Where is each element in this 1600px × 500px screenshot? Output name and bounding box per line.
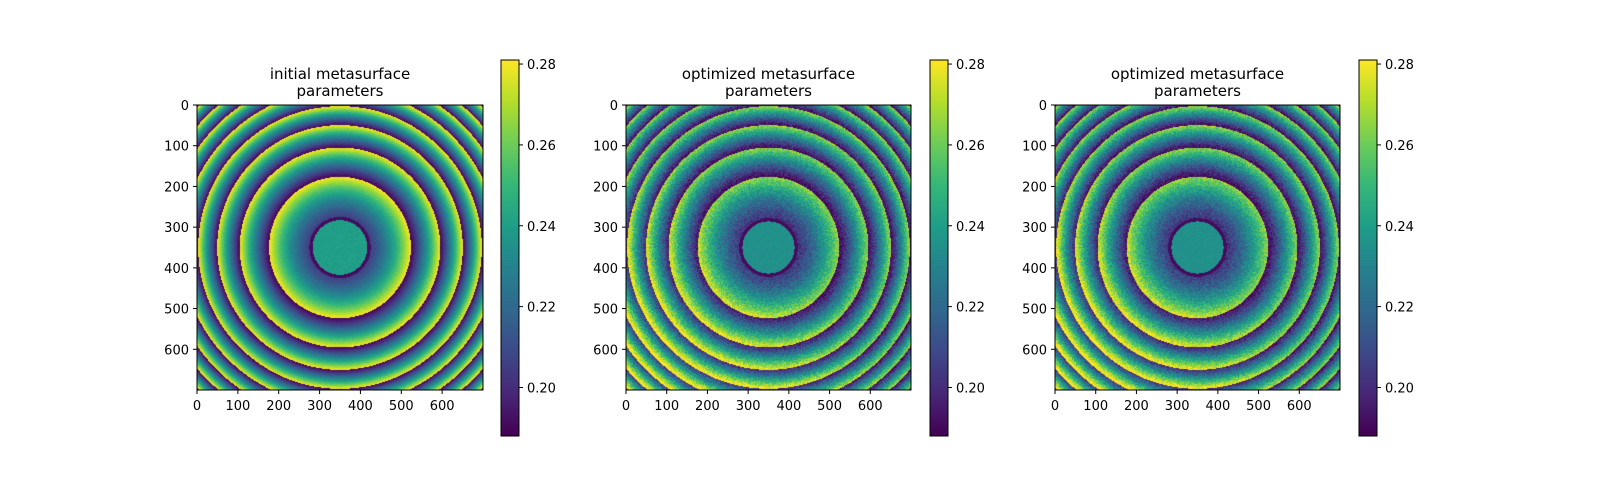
y-tick-label: 400 <box>164 262 189 277</box>
x-tick-label: 600 <box>1287 399 1312 414</box>
x-tick-label: 300 <box>736 399 761 414</box>
y-tick-label: 300 <box>1022 221 1047 236</box>
x-tick-label: 200 <box>695 399 720 414</box>
panel-title: optimized metasurface <box>1111 65 1284 83</box>
colorbar-tick-label: 0.26 <box>527 139 556 154</box>
y-tick-label: 400 <box>1022 262 1047 277</box>
panel-title: initial metasurface <box>270 65 410 83</box>
panel-title: optimized metasurface <box>682 65 855 83</box>
colorbar-tick-label: 0.28 <box>956 58 985 73</box>
colorbar-frame <box>1358 59 1378 437</box>
colorbar-tick-label: 0.26 <box>956 139 985 154</box>
y-tick-label: 600 <box>593 343 618 358</box>
x-tick-label: 0 <box>622 399 630 414</box>
colorbar-tick-label: 0.22 <box>956 301 985 316</box>
colorbar-tick-label: 0.26 <box>1385 139 1414 154</box>
colorbar-tick-label: 0.28 <box>1385 58 1414 73</box>
x-tick-label: 200 <box>266 399 291 414</box>
axes-frame <box>625 104 912 391</box>
x-tick-label: 0 <box>1051 399 1059 414</box>
colorbar-tick-label: 0.20 <box>956 381 985 396</box>
x-tick-label: 600 <box>430 399 455 414</box>
colorbar <box>1359 60 1377 436</box>
colorbar-tick-label: 0.20 <box>527 381 556 396</box>
colorbar-tick-label: 0.24 <box>956 220 985 235</box>
y-tick-label: 100 <box>164 140 189 155</box>
heatmap-image <box>197 105 483 390</box>
y-tick-label: 100 <box>1022 140 1047 155</box>
x-tick-label: 100 <box>1083 399 1108 414</box>
y-tick-label: 200 <box>1022 180 1047 195</box>
x-tick-label: 100 <box>225 399 250 414</box>
colorbar-tick-label: 0.28 <box>527 58 556 73</box>
colorbar <box>930 60 948 436</box>
axes-frame <box>196 104 484 391</box>
y-tick-label: 500 <box>1022 303 1047 318</box>
colorbar-tick-label: 0.20 <box>1385 381 1414 396</box>
panel-title: parameters <box>296 82 383 100</box>
x-tick-label: 500 <box>817 399 842 414</box>
x-tick-label: 500 <box>1246 399 1271 414</box>
x-tick-label: 400 <box>1205 399 1230 414</box>
colorbar-frame <box>929 59 949 437</box>
colorbar-frame <box>500 59 520 437</box>
y-tick-label: 200 <box>164 180 189 195</box>
y-tick-label: 0 <box>181 99 189 114</box>
y-tick-label: 400 <box>593 262 618 277</box>
colorbar-tick-label: 0.22 <box>1385 301 1414 316</box>
x-tick-label: 400 <box>348 399 373 414</box>
y-tick-label: 300 <box>164 221 189 236</box>
colorbar <box>501 60 519 436</box>
y-tick-label: 200 <box>593 180 618 195</box>
x-tick-label: 0 <box>193 399 201 414</box>
y-tick-label: 500 <box>593 303 618 318</box>
colorbar-tick-label: 0.24 <box>1385 220 1414 235</box>
panel-title: parameters <box>1154 82 1241 100</box>
x-tick-label: 300 <box>1165 399 1190 414</box>
y-tick-label: 600 <box>1022 343 1047 358</box>
colorbar-tick-label: 0.24 <box>527 220 556 235</box>
heatmap-image <box>1055 105 1340 390</box>
y-tick-label: 100 <box>593 140 618 155</box>
axes-frame <box>1054 104 1341 391</box>
x-tick-label: 300 <box>307 399 332 414</box>
y-tick-label: 0 <box>610 99 618 114</box>
x-tick-label: 500 <box>389 399 414 414</box>
y-tick-label: 0 <box>1039 99 1047 114</box>
panel-title: parameters <box>725 82 812 100</box>
y-tick-label: 300 <box>593 221 618 236</box>
y-tick-label: 500 <box>164 303 189 318</box>
x-tick-label: 100 <box>654 399 679 414</box>
heatmap-image <box>626 105 911 390</box>
x-tick-label: 200 <box>1124 399 1149 414</box>
x-tick-label: 400 <box>776 399 801 414</box>
x-tick-label: 600 <box>858 399 883 414</box>
y-tick-label: 600 <box>164 343 189 358</box>
colorbar-tick-label: 0.22 <box>527 301 556 316</box>
